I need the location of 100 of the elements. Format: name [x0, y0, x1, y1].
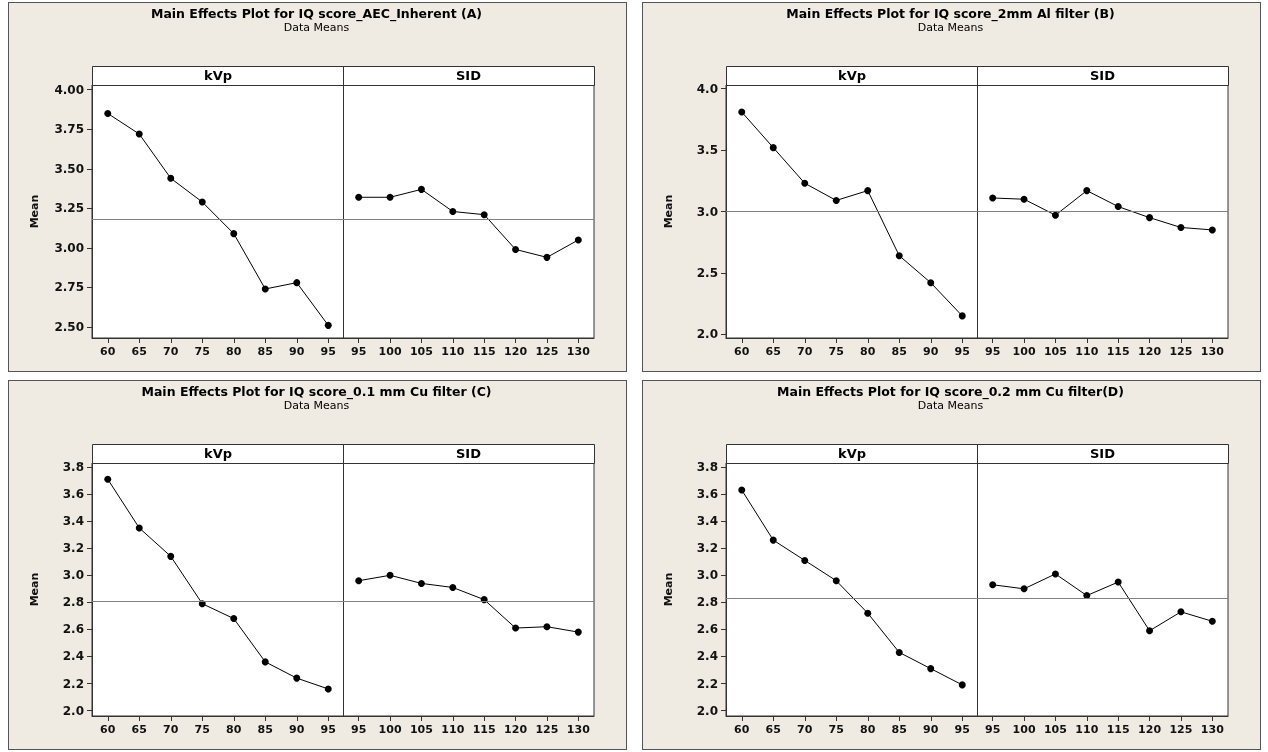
point [324, 321, 332, 329]
point [386, 571, 394, 579]
x-tick-label: 105 [1043, 345, 1067, 358]
x-tick-label: 95 [351, 345, 367, 358]
point [355, 193, 363, 201]
y-tick-label: 4.00 [54, 82, 84, 97]
point [832, 577, 840, 585]
y-tick-label: 2.6 [696, 622, 718, 637]
text: SID [456, 68, 482, 83]
x-tick-label: 95 [954, 723, 970, 736]
x-tick-label: 115 [472, 723, 496, 736]
x-tick-label: 110 [441, 723, 465, 736]
chart-subtitle: Data Means [282, 399, 350, 412]
point [512, 624, 520, 632]
y-tick-label: 3.00 [54, 240, 84, 255]
text: kVp [837, 446, 867, 461]
point [1114, 578, 1122, 586]
x-tick-label: 65 [131, 345, 147, 358]
point [989, 581, 997, 589]
x-tick-label: 110 [1075, 723, 1099, 736]
x-tick-label: 90 [923, 345, 939, 358]
y-axis-title: Mean [28, 194, 41, 229]
point [989, 194, 997, 202]
point [480, 211, 488, 219]
y-tick-label: 2.0 [62, 703, 84, 718]
y-tick-label: 2.0 [696, 327, 718, 342]
x-tick-label: 75 [828, 723, 844, 736]
x-tick-label: 125 [1169, 345, 1193, 358]
x-tick-label: 105 [1043, 723, 1067, 736]
x-tick-label: 95 [320, 345, 336, 358]
y-tick-label: 3.5 [696, 143, 718, 158]
x-tick-label: 100 [378, 345, 402, 358]
point [1114, 203, 1122, 211]
point [895, 252, 903, 260]
x-tick-label: 65 [131, 723, 147, 736]
point [864, 609, 872, 617]
y-tick-label: 3.75 [54, 122, 84, 137]
point [769, 144, 777, 152]
y-axis-title: Mean [28, 572, 41, 607]
x-tick-label: 85 [257, 723, 273, 736]
x-tick-label: 60 [734, 723, 750, 736]
point [417, 579, 425, 587]
x-tick-label: 85 [257, 345, 273, 358]
x-tick-label: 70 [797, 345, 813, 358]
point [958, 312, 966, 320]
x-tick-label: 120 [1138, 345, 1162, 358]
y-tick-label: 4.0 [696, 81, 718, 96]
point [104, 475, 112, 483]
point [512, 245, 520, 253]
point [1020, 195, 1028, 203]
y-tick-label: 2.2 [696, 676, 718, 691]
y-tick-label: 2.4 [62, 649, 84, 664]
x-tick-label: 75 [828, 345, 844, 358]
x-tick-label: 115 [472, 345, 496, 358]
x-tick-label: 70 [163, 345, 179, 358]
point [293, 279, 301, 287]
x-tick-label: 95 [351, 723, 367, 736]
x-tick-label: 95 [985, 345, 1001, 358]
y-tick-label: 3.4 [696, 514, 718, 529]
point [543, 623, 551, 631]
y-tick-label: 3.6 [62, 487, 84, 502]
point [230, 230, 238, 238]
point [1051, 211, 1059, 219]
x-tick-label: 105 [409, 345, 433, 358]
chart-title: Main Effects Plot for IQ score_AEC_Inherent (A) [149, 6, 484, 21]
y-tick-label: 3.2 [696, 541, 718, 556]
y-axis-title: Mean [662, 194, 675, 229]
point [293, 674, 301, 682]
text: SID [456, 446, 482, 461]
point [198, 198, 206, 206]
y-tick-label: 2.2 [62, 676, 84, 691]
point [261, 658, 269, 666]
x-tick-label: 115 [1106, 723, 1130, 736]
x-tick-label: 80 [860, 345, 876, 358]
point [927, 279, 935, 287]
point [574, 628, 582, 636]
text: kVp [203, 68, 233, 83]
x-tick-label: 60 [734, 345, 750, 358]
point [801, 179, 809, 187]
point [832, 196, 840, 204]
x-tick-label: 130 [1200, 723, 1225, 736]
x-tick-label: 60 [100, 723, 116, 736]
point [543, 253, 551, 261]
y-tick-label: 2.50 [54, 319, 84, 334]
x-tick-label: 95 [954, 345, 970, 358]
x-tick-label: 70 [797, 723, 813, 736]
point [449, 583, 457, 591]
y-tick-label: 2.8 [696, 595, 718, 610]
x-tick-label: 80 [860, 723, 876, 736]
point [104, 109, 112, 117]
y-tick-label: 3.4 [62, 514, 84, 529]
y-tick-label: 2.0 [696, 703, 718, 718]
point [1177, 608, 1185, 616]
x-tick-label: 90 [289, 345, 305, 358]
x-tick-label: 100 [1012, 345, 1036, 358]
x-tick-label: 105 [409, 723, 433, 736]
y-tick-label: 2.75 [54, 280, 84, 295]
x-tick-label: 115 [1106, 345, 1130, 358]
point [1208, 226, 1216, 234]
x-tick-label: 75 [194, 345, 210, 358]
